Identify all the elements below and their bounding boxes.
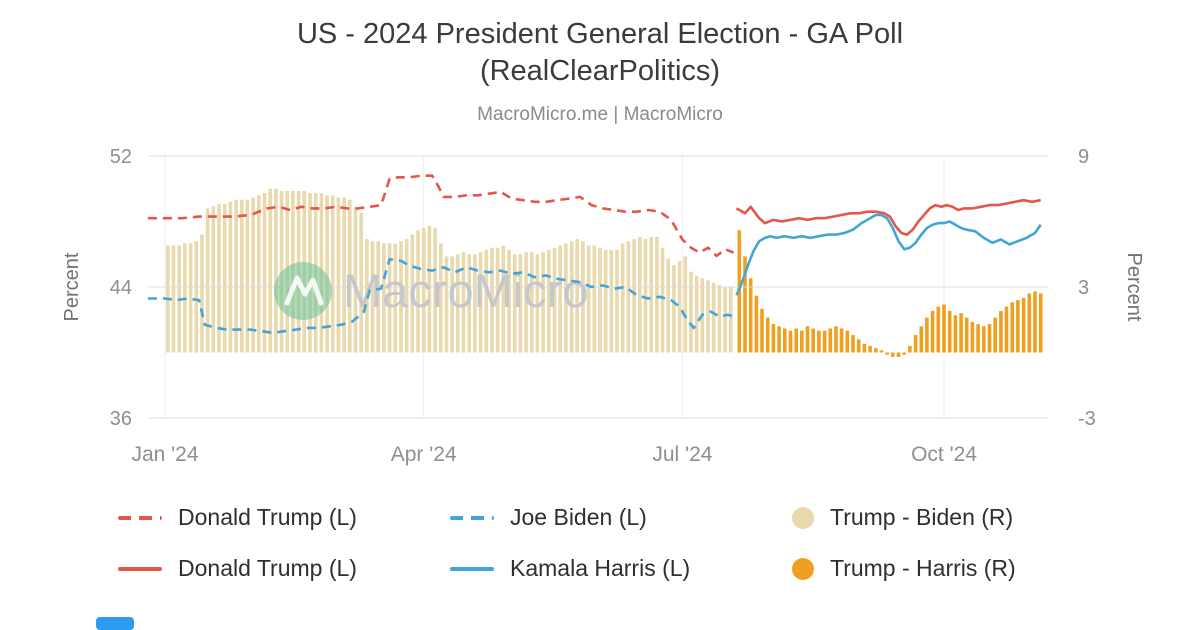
chart-legend: Donald Trump (L) Joe Biden (L) Trump - B… <box>118 504 1016 582</box>
line-series-trump-solid <box>735 198 1041 236</box>
plot-area[interactable] <box>148 156 1048 418</box>
legend-item-trump-biden-spread[interactable]: Trump - Biden (R) <box>792 504 1016 531</box>
chart-header: US - 2024 President General Election - G… <box>0 16 1200 126</box>
legend-item-trump-harris-spread[interactable]: Trump - Harris (R) <box>792 555 1016 582</box>
legend-item-harris-solid[interactable]: Kamala Harris (L) <box>450 555 792 582</box>
line-series-trump-dashed <box>147 174 735 258</box>
y-right-axis-title: Percent <box>1123 253 1145 322</box>
trump-biden-bar-swatch <box>792 506 814 529</box>
title-line-2: (RealClearPolitics) <box>479 55 721 87</box>
legend-item-trump-dashed[interactable]: Donald Trump (L) <box>118 504 450 531</box>
trump-harris-bar-swatch <box>792 557 814 580</box>
y-left-tick-label: 44 <box>110 277 132 299</box>
y-left-axis-title: Percent <box>61 252 83 321</box>
y-right-tick-label: -3 <box>1078 408 1096 430</box>
y-right-tick-label: 9 <box>1078 146 1089 168</box>
legend-label: Donald Trump (L) <box>178 555 357 581</box>
chat-widget-fragment[interactable] <box>96 617 134 630</box>
line-series-harris-solid <box>735 213 1042 296</box>
legend-label: Trump - Biden (R) <box>830 504 1014 530</box>
legend-item-trump-solid[interactable]: Donald Trump (L) <box>118 555 450 582</box>
page-title: US - 2024 President General Election - G… <box>0 16 1200 90</box>
trump-dashed-line-swatch <box>118 515 162 520</box>
watermark: MacroMicro <box>274 262 588 320</box>
legend-label: Trump - Harris (R) <box>830 555 1016 581</box>
y-left-tick-label: 52 <box>110 146 132 168</box>
x-tick-label: Jul '24 <box>652 443 712 466</box>
x-tick-label: Jan '24 <box>131 443 198 466</box>
x-tick-label: Apr '24 <box>391 443 457 466</box>
y-left-tick-label: 36 <box>110 408 132 430</box>
biden-dashed-line-swatch <box>450 515 494 520</box>
legend-label: Donald Trump (L) <box>178 504 357 530</box>
legend-item-biden-dashed[interactable]: Joe Biden (L) <box>450 504 792 531</box>
trump-solid-line-swatch <box>118 566 162 571</box>
axis-labels: 52 44 36 9 3 -3 Jan '24 Apr '24 Jul '24 Oct '24 Pe… <box>61 146 1145 466</box>
legend-label: Kamala Harris (L) <box>510 555 691 581</box>
title-line-1: US - 2024 President General Election - G… <box>296 18 904 50</box>
x-tick-label: Oct '24 <box>911 443 977 466</box>
harris-solid-line-swatch <box>450 566 494 571</box>
page-subtitle: MacroMicro.me | MacroMicro <box>477 104 723 125</box>
y-right-tick-label: 3 <box>1078 277 1089 299</box>
watermark-text: MacroMicro <box>343 264 588 317</box>
line-series-biden-dashed <box>147 257 734 335</box>
legend-label: Joe Biden (L) <box>510 504 647 530</box>
